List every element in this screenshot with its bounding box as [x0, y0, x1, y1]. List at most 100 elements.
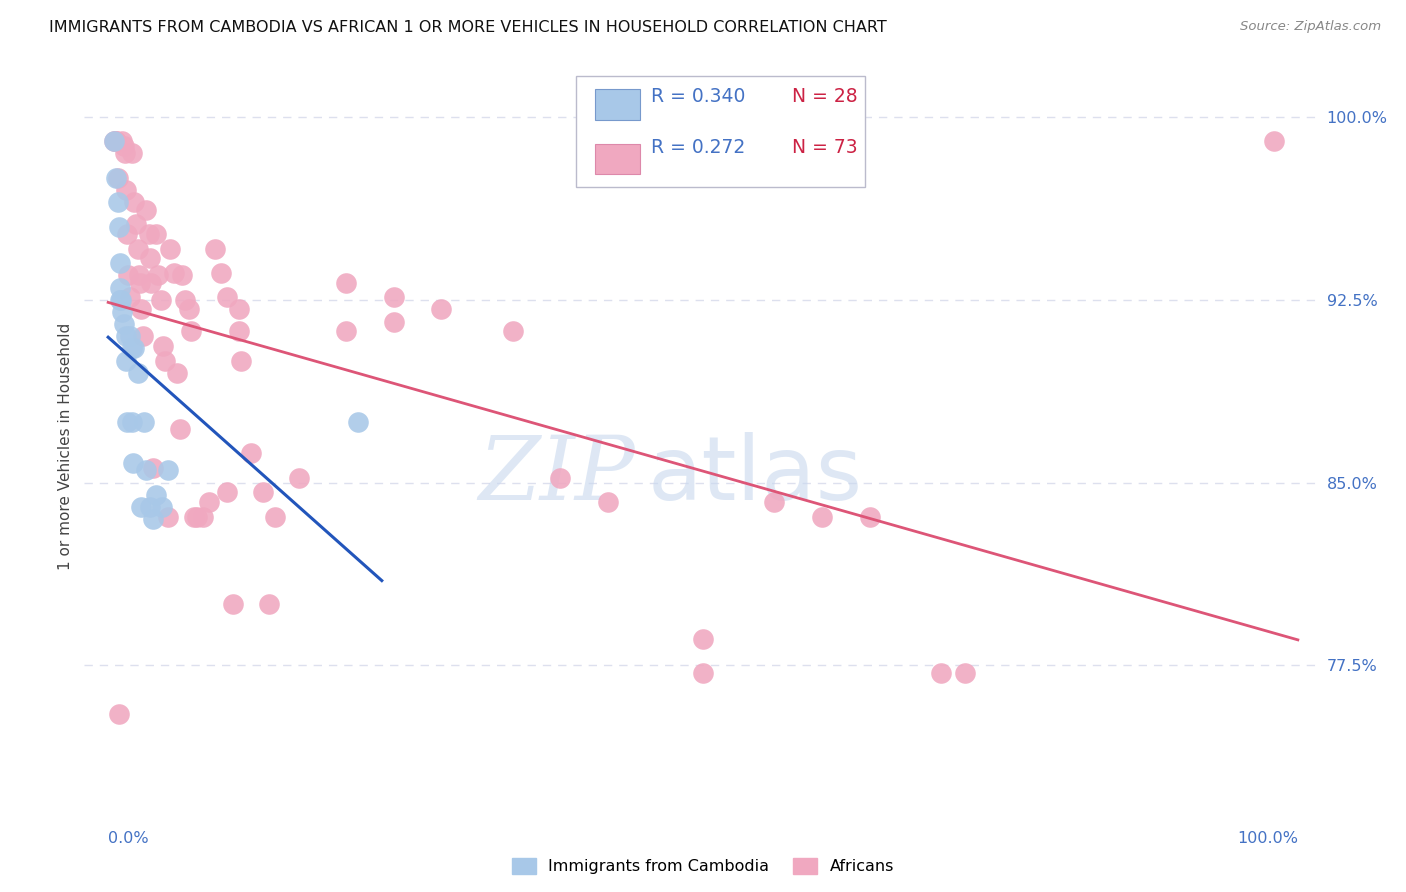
Point	[124, 217, 146, 231]
Point	[149, 293, 172, 307]
Point	[127, 366, 149, 380]
Point	[156, 509, 179, 524]
Point	[111, 305, 134, 319]
Point	[198, 495, 221, 509]
Point	[131, 302, 153, 317]
Text: atlas: atlas	[647, 432, 862, 519]
Text: ZIP: ZIP	[478, 432, 636, 518]
Point	[121, 146, 143, 161]
Point	[692, 632, 714, 646]
Point	[596, 495, 619, 509]
Point	[150, 500, 173, 514]
Point	[858, 509, 880, 524]
Point	[156, 463, 179, 477]
Point	[953, 665, 976, 680]
Point	[929, 665, 952, 680]
Point	[132, 415, 155, 429]
Point	[263, 509, 285, 524]
Point	[135, 463, 157, 477]
Point	[103, 134, 125, 148]
Point	[107, 170, 129, 185]
Text: R = 0.272: R = 0.272	[651, 137, 745, 157]
Point	[763, 495, 786, 509]
Point	[204, 242, 226, 256]
Point	[139, 252, 162, 266]
Point	[252, 485, 274, 500]
Point	[180, 325, 202, 339]
Point	[112, 139, 135, 153]
Point	[108, 219, 131, 234]
Point	[108, 256, 131, 270]
Point	[170, 268, 193, 283]
Point	[1263, 134, 1285, 148]
Text: N = 28: N = 28	[792, 87, 858, 106]
Point	[430, 302, 453, 317]
Point	[145, 227, 167, 241]
Point	[105, 134, 128, 148]
Text: N = 73: N = 73	[792, 137, 858, 157]
Point	[502, 325, 524, 339]
Point	[382, 315, 405, 329]
Point	[111, 134, 134, 148]
Point	[335, 276, 357, 290]
Point	[115, 329, 138, 343]
Point	[183, 509, 205, 524]
Point	[177, 302, 200, 317]
Point	[122, 456, 145, 470]
Point	[228, 302, 250, 317]
Point	[548, 471, 571, 485]
Point	[103, 134, 125, 148]
Point	[131, 500, 153, 514]
Y-axis label: 1 or more Vehicles in Household: 1 or more Vehicles in Household	[58, 322, 73, 570]
Point	[159, 242, 181, 256]
Point	[108, 280, 131, 294]
Point	[382, 290, 405, 304]
Point	[124, 195, 146, 210]
Point	[228, 325, 250, 339]
Point	[131, 329, 153, 343]
Point	[108, 707, 131, 722]
Point	[127, 242, 149, 256]
Point	[138, 227, 160, 241]
Point	[105, 134, 128, 148]
Point	[117, 268, 139, 283]
Point	[287, 471, 309, 485]
Text: 0.0%: 0.0%	[108, 831, 149, 847]
Point	[129, 276, 152, 290]
Point	[231, 353, 253, 368]
Point	[118, 290, 141, 304]
Point	[347, 415, 370, 429]
Point	[209, 266, 232, 280]
Point	[145, 488, 167, 502]
Point	[115, 183, 138, 197]
Point	[115, 415, 138, 429]
Point	[112, 317, 135, 331]
Point	[142, 512, 165, 526]
Text: Source: ZipAtlas.com: Source: ZipAtlas.com	[1240, 20, 1381, 33]
Point	[114, 146, 136, 161]
Legend: Immigrants from Cambodia, Africans: Immigrants from Cambodia, Africans	[505, 851, 901, 880]
Point	[124, 342, 146, 356]
Point	[121, 342, 143, 356]
Point	[217, 290, 239, 304]
Text: 100.0%: 100.0%	[1237, 831, 1298, 847]
Point	[135, 202, 157, 217]
Point	[146, 268, 169, 283]
Point	[174, 293, 197, 307]
Point	[186, 509, 208, 524]
Point	[162, 266, 184, 280]
Point	[169, 422, 191, 436]
Point	[335, 325, 357, 339]
Text: R = 0.340: R = 0.340	[651, 87, 745, 106]
Point	[107, 195, 129, 210]
Point	[217, 485, 239, 500]
Point	[139, 276, 162, 290]
Point	[155, 353, 177, 368]
Point	[142, 461, 165, 475]
Point	[105, 170, 128, 185]
Point	[811, 509, 834, 524]
Point	[257, 598, 280, 612]
Point	[115, 227, 138, 241]
Point	[166, 366, 188, 380]
Point	[692, 665, 714, 680]
